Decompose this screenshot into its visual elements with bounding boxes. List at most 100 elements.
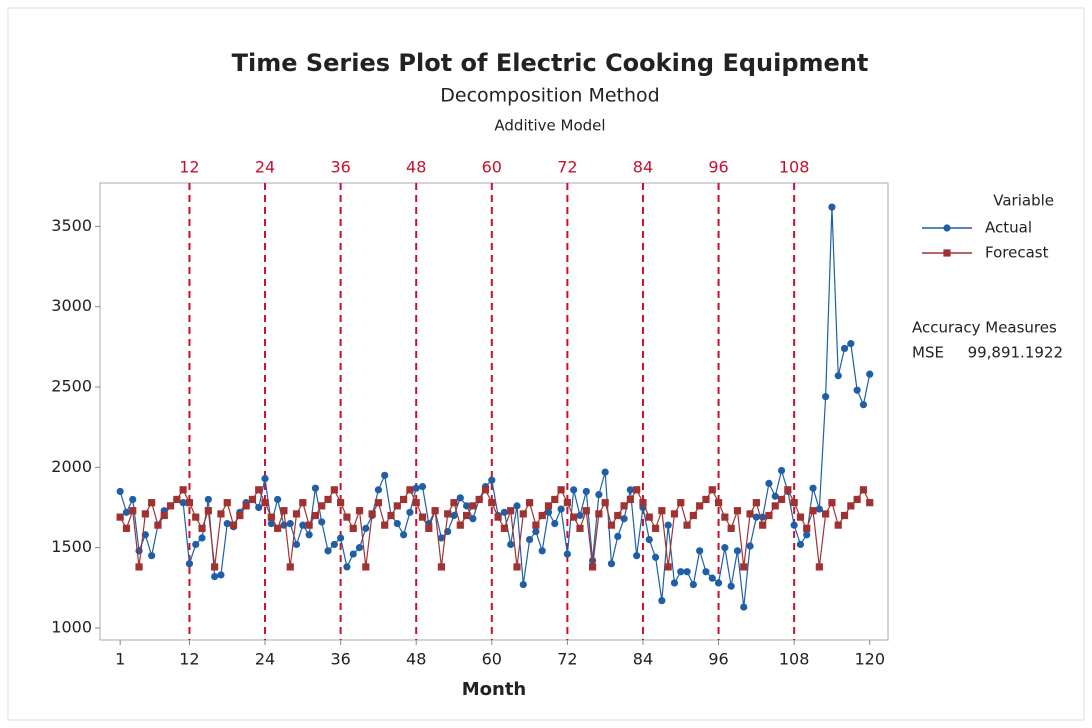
x-tick-label: 36 <box>330 650 350 669</box>
point <box>330 540 338 549</box>
point <box>488 499 496 507</box>
point <box>337 499 345 507</box>
point <box>406 508 414 516</box>
point <box>645 513 653 521</box>
point <box>532 527 540 536</box>
point <box>689 580 697 589</box>
point <box>318 518 326 526</box>
point <box>696 547 704 555</box>
point <box>343 563 351 571</box>
point <box>696 502 704 510</box>
point <box>217 510 225 518</box>
point <box>261 499 269 507</box>
point <box>563 499 571 507</box>
point <box>381 471 389 479</box>
point <box>122 524 131 532</box>
point <box>292 510 301 518</box>
point <box>614 511 622 520</box>
point <box>393 519 401 528</box>
point <box>462 511 471 520</box>
point <box>815 505 823 513</box>
legend-label: Forecast <box>985 244 1049 262</box>
point <box>576 524 584 532</box>
point <box>551 519 559 528</box>
point <box>544 508 553 516</box>
point <box>765 479 773 487</box>
point <box>651 553 660 561</box>
point <box>588 556 597 565</box>
legend-label: Actual <box>985 219 1032 237</box>
chart-subtitle: Additive Model <box>494 117 605 135</box>
point <box>633 552 641 560</box>
point <box>349 550 357 558</box>
point <box>620 502 628 510</box>
x-tick-label: 84 <box>633 650 653 669</box>
point <box>456 494 464 502</box>
point <box>418 513 427 521</box>
point <box>286 563 294 571</box>
point <box>614 532 622 540</box>
reference-label: 24 <box>255 158 275 177</box>
y-tick-label: 2500 <box>51 377 92 396</box>
point <box>274 495 282 504</box>
point <box>141 510 149 518</box>
point <box>255 486 263 494</box>
point <box>400 495 408 504</box>
point <box>525 536 534 544</box>
y-tick-label: 1500 <box>51 537 92 556</box>
accuracy-measure: MSE <box>912 344 944 362</box>
point <box>437 563 446 571</box>
point <box>406 486 414 494</box>
point <box>286 519 294 528</box>
point <box>204 495 212 504</box>
point <box>330 486 338 494</box>
point <box>469 515 477 523</box>
point <box>462 502 471 510</box>
point <box>658 597 666 605</box>
point <box>129 507 137 515</box>
point <box>670 579 679 587</box>
point <box>689 511 697 520</box>
x-tick-label: 120 <box>854 650 885 669</box>
point <box>166 502 175 510</box>
point <box>859 401 868 409</box>
plot-area <box>99 182 889 641</box>
x-tick-label: 24 <box>255 650 275 669</box>
point <box>412 484 420 492</box>
y-tick-label: 2000 <box>51 457 92 476</box>
point <box>324 495 332 504</box>
point <box>670 510 679 518</box>
point <box>677 568 685 576</box>
point <box>853 386 861 394</box>
point <box>733 507 742 515</box>
point <box>840 344 849 353</box>
reference-label: 48 <box>406 158 426 177</box>
point <box>563 550 571 558</box>
chart-subtitle: Decomposition Method <box>440 85 659 107</box>
point <box>721 544 729 552</box>
point <box>355 544 364 552</box>
point <box>116 487 124 496</box>
point <box>400 531 408 539</box>
point <box>639 499 647 507</box>
point <box>752 499 760 507</box>
point <box>381 521 389 529</box>
point <box>740 563 748 571</box>
point <box>601 499 609 507</box>
point <box>198 524 206 532</box>
y-tick-label: 3000 <box>51 296 92 315</box>
point <box>847 340 855 348</box>
point <box>261 474 269 483</box>
point <box>179 486 187 494</box>
point <box>595 510 603 518</box>
point <box>148 552 156 560</box>
point <box>223 499 231 507</box>
point <box>740 603 748 611</box>
point <box>582 487 590 496</box>
point <box>645 536 653 544</box>
point <box>425 524 433 532</box>
point <box>519 510 527 518</box>
reference-label: 72 <box>557 158 577 177</box>
x-tick-label: 60 <box>482 650 502 669</box>
